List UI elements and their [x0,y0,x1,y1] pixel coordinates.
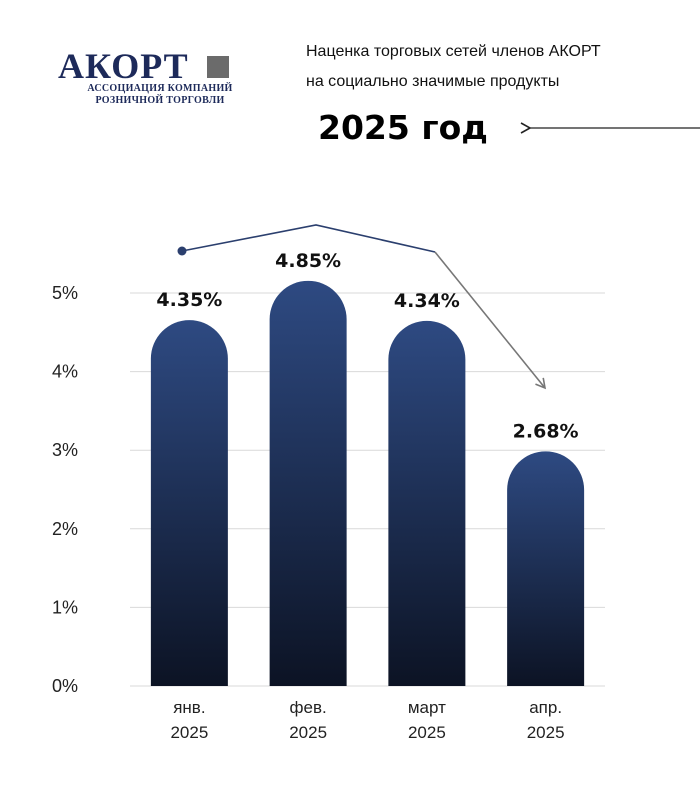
value-label: 4.35% [156,289,222,311]
x-tick-label-year: 2025 [289,723,327,742]
x-tick-label-year: 2025 [170,723,208,742]
x-tick-label-year: 2025 [408,723,446,742]
value-label: 4.85% [275,250,341,272]
y-tick-label: 4% [52,362,78,382]
y-tick-label: 0% [52,676,78,696]
x-tick-label-month: апр. [529,698,562,717]
trend-line [181,224,436,253]
y-axis: 0% 1% 2% 3% 4% 5% [52,283,78,696]
logo-subtitle-line1: АССОЦИАЦИЯ КОМПАНИЙ [87,83,233,94]
trend-arrow-line [434,251,547,390]
year-title: 2025 год [318,108,488,147]
x-tick-label-month: март [408,698,446,717]
x-tick-label-year: 2025 [527,723,565,742]
bars [150,280,585,686]
trend-arrow [177,224,547,390]
akort-logo: АКОРТ АССОЦИАЦИЯ КОМПАНИЙ РОЗНИЧНОЙ ТОРГ… [58,48,248,108]
bar-3 [388,320,466,686]
value-labels: 4.35% 4.85% 4.34% 2.68% [156,250,578,443]
logo-subtitle-line2: РОЗНИЧНОЙ ТОРГОВЛИ [95,95,225,106]
y-tick-label: 2% [52,519,78,539]
value-label: 4.34% [394,290,460,312]
y-tick-label: 1% [52,597,78,617]
value-label: 2.68% [513,420,579,442]
x-tick-label-month: янв. [173,698,205,717]
bar-2 [269,280,347,686]
bar-4 [507,451,585,686]
logo-wordmark: АКОРТ [58,46,189,86]
chart-subtitle-line1: Наценка торговых сетей членов АКОРТ [306,43,601,60]
y-tick-label: 5% [52,283,78,303]
logo-square-mark [207,56,229,78]
bar-1 [150,320,228,686]
y-tick-label: 3% [52,440,78,460]
chart-subtitle-line2: на социально значимые продукты [306,73,560,90]
x-tick-label-month: фев. [290,698,327,717]
x-axis: янв. 2025 фев. 2025 март 2025 апр. 2025 [170,698,564,742]
